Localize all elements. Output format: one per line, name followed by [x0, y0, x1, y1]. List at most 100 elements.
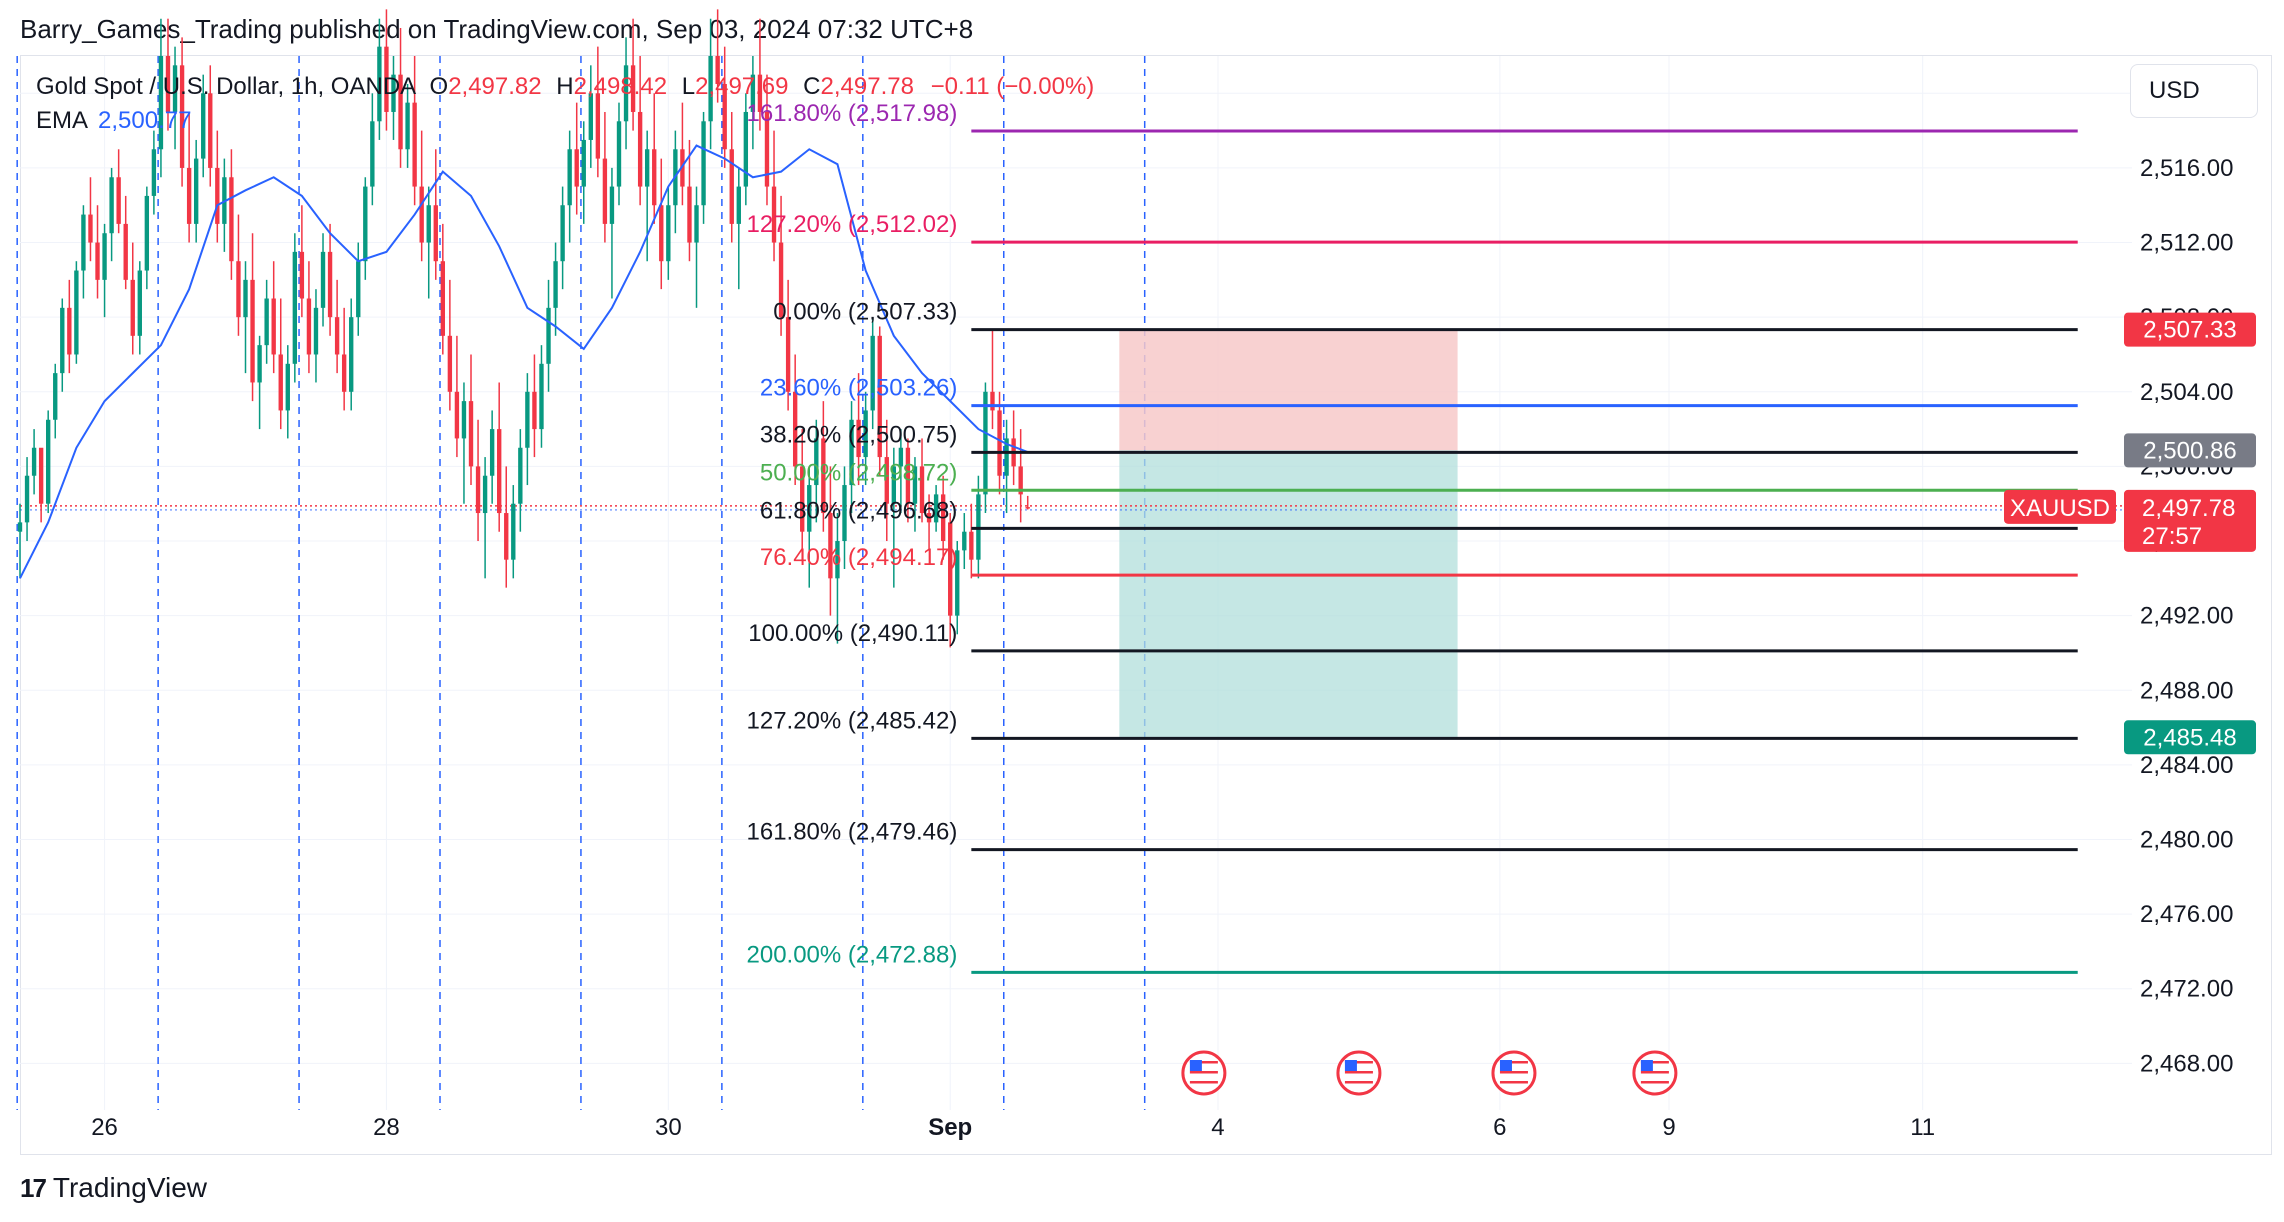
- candle-body: [595, 93, 601, 159]
- candle-body: [306, 298, 312, 355]
- candle-body: [933, 494, 939, 523]
- flag-stripe: [1344, 1061, 1373, 1064]
- candle-body: [257, 345, 262, 383]
- symbol-title[interactable]: Gold Spot / U.S. Dollar, 1h, OANDA: [36, 73, 415, 100]
- candle-body: [905, 447, 911, 504]
- candle-body: [659, 205, 664, 262]
- flag-stripe: [1189, 1061, 1218, 1064]
- candle-body: [800, 466, 805, 532]
- y-axis-tick-label: 2,512.00: [2140, 230, 2233, 257]
- candle-body: [644, 149, 650, 187]
- y-axis-tick-label: 2,468.00: [2140, 1050, 2233, 1077]
- flag-stripe: [1189, 1076, 1218, 1079]
- us-flag-event-icon[interactable]: [1181, 1050, 1227, 1096]
- candle-body: [419, 186, 424, 243]
- fib-level-label: 38.20% (2,500.75): [760, 421, 957, 448]
- candle-body: [193, 158, 199, 224]
- candle-body: [504, 513, 509, 560]
- fib-level-label: 76.40% (2,494.17): [760, 544, 957, 571]
- candle-body: [405, 102, 410, 150]
- candle-body: [468, 401, 474, 467]
- x-axis-tick-label: 4: [1211, 1114, 1224, 1141]
- candle-body: [497, 429, 502, 514]
- candle-body: [320, 251, 326, 308]
- candle-body: [475, 466, 481, 514]
- us-flag-event-icon[interactable]: [1491, 1050, 1537, 1096]
- y-axis-tick-label: 2,504.00: [2140, 379, 2233, 406]
- candle-body: [250, 279, 255, 383]
- high-value: 2,498.42: [573, 73, 668, 100]
- candle-body: [891, 466, 897, 504]
- high-label: H: [556, 73, 574, 100]
- candle-body: [680, 149, 685, 187]
- candle-body: [144, 195, 150, 271]
- flag-stripe: [1499, 1071, 1528, 1074]
- chart-frame: [20, 55, 2272, 1155]
- flag-stripe: [1640, 1071, 1669, 1074]
- candle-body: [842, 485, 847, 542]
- y-axis-tick-label: 2,484.00: [2140, 752, 2233, 779]
- candle-body: [201, 93, 206, 159]
- candle-body: [208, 93, 213, 168]
- candle-body: [771, 186, 777, 243]
- flag-stripe: [1640, 1076, 1669, 1079]
- candle-body: [292, 251, 298, 364]
- candle-body: [785, 317, 791, 392]
- current-price-tag: [2124, 489, 2256, 552]
- y-axis-tick-label: 2,476.00: [2140, 901, 2233, 928]
- flag-stripe: [1189, 1066, 1218, 1069]
- fib-level-label: 127.20% (2,485.42): [747, 707, 958, 734]
- candle-body: [81, 214, 86, 271]
- us-flag-event-icon[interactable]: [1632, 1050, 1678, 1096]
- candle-body: [299, 251, 305, 299]
- candle-body: [940, 494, 946, 542]
- flag-stripe: [1499, 1081, 1528, 1084]
- candle-body: [616, 121, 622, 187]
- candle-body: [778, 242, 784, 318]
- flag-stripe: [1344, 1081, 1373, 1084]
- close-value: 2,497.78: [820, 73, 914, 100]
- candle-body: [229, 177, 234, 262]
- candle-body: [870, 335, 875, 411]
- candle-body: [560, 205, 565, 262]
- flag-stripe: [1640, 1066, 1669, 1069]
- candle-body: [835, 541, 840, 579]
- symbol-tag-label: XAUUSD: [2010, 495, 2110, 522]
- candle-body: [687, 186, 692, 243]
- candle-body: [46, 419, 51, 504]
- fib-level-label: 61.80% (2,496.68): [760, 497, 957, 524]
- us-flag-event-icon[interactable]: [1336, 1050, 1382, 1096]
- candle-body: [236, 261, 241, 318]
- candle-body: [884, 457, 889, 504]
- candle-body: [447, 335, 453, 392]
- candle-body: [652, 149, 657, 206]
- candle-body: [137, 270, 142, 336]
- flag-stripe: [1640, 1081, 1669, 1084]
- candle-body: [814, 438, 819, 486]
- publisher-text: Barry_Games_Trading published on Trading…: [20, 14, 974, 44]
- candle-body: [67, 307, 72, 355]
- candle-body: [349, 317, 354, 392]
- candle-body: [334, 317, 340, 355]
- candle-body: [327, 251, 333, 318]
- flag-stripe: [1499, 1066, 1528, 1069]
- candle-body: [856, 419, 861, 458]
- flag-canton: [1640, 1060, 1653, 1071]
- tradingview-wordmark: TradingView: [52, 1172, 208, 1203]
- ema-value: 2,500.77: [98, 107, 192, 134]
- footer-brand: 17 TradingView: [20, 1172, 207, 1204]
- candle-body: [532, 391, 537, 430]
- currency-selector[interactable]: USD: [2130, 64, 2258, 118]
- flag-stripe: [1344, 1071, 1373, 1074]
- candle-body: [158, 56, 164, 150]
- bar-countdown-label: 27:57: [2142, 523, 2202, 550]
- candle-body: [729, 149, 734, 224]
- candle-body: [602, 158, 608, 224]
- candle-body: [581, 139, 586, 187]
- candle-body: [736, 186, 741, 224]
- price-tag-label: 2,485.48: [2143, 724, 2236, 751]
- ema-label[interactable]: EMA: [36, 107, 89, 134]
- candle-body: [715, 56, 720, 84]
- flag-stripe: [1189, 1071, 1218, 1074]
